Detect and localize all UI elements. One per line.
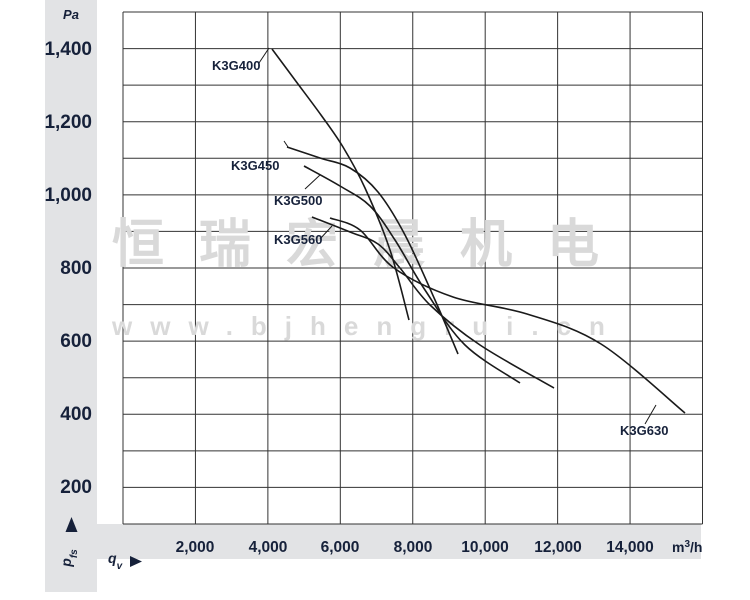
svg-text:www.bjhengrui.cn: www.bjhengrui.cn — [111, 311, 623, 341]
svg-text:K3G560: K3G560 — [274, 232, 322, 247]
svg-text:400: 400 — [60, 404, 92, 425]
svg-text:K3G500: K3G500 — [274, 193, 322, 208]
svg-text:K3G400: K3G400 — [212, 58, 260, 73]
svg-text:800: 800 — [60, 258, 92, 279]
svg-text:1,400: 1,400 — [44, 39, 92, 60]
svg-text:10,000: 10,000 — [461, 539, 508, 556]
svg-text:K3G450: K3G450 — [231, 158, 279, 173]
svg-text:pfs: pfs — [58, 549, 80, 568]
svg-text:1,200: 1,200 — [44, 112, 92, 133]
svg-text:12,000: 12,000 — [534, 539, 581, 556]
svg-text:Pa: Pa — [63, 7, 79, 22]
svg-text:1,000: 1,000 — [44, 185, 92, 206]
svg-text:600: 600 — [60, 331, 92, 352]
svg-text:K3G630: K3G630 — [620, 423, 668, 438]
svg-text:2,000: 2,000 — [176, 539, 215, 556]
svg-text:8,000: 8,000 — [394, 539, 433, 556]
svg-text:14,000: 14,000 — [606, 539, 653, 556]
svg-text:qv: qv — [108, 550, 124, 572]
svg-text:6,000: 6,000 — [321, 539, 360, 556]
svg-text:m3/h: m3/h — [672, 539, 702, 556]
svg-text:200: 200 — [60, 477, 92, 498]
svg-text:4,000: 4,000 — [249, 539, 288, 556]
